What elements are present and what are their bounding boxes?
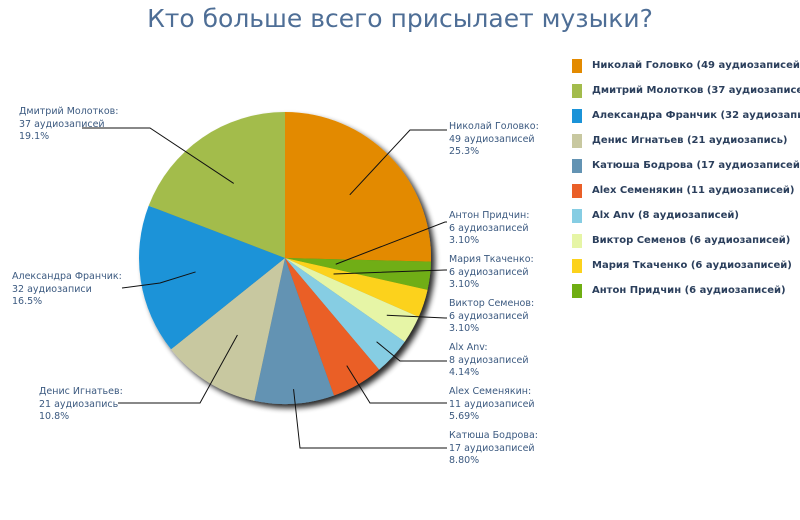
legend-swatch-icon [572,208,582,223]
legend-item[interactable]: Николай Головко (49 аудиозаписей) [572,53,800,78]
callout-alex-semenyakin: Alex Семенякин: 11 аудиозаписей 5.69% [449,386,535,422]
callout-dmitry-molotkov: Дмитрий Молотков: 37 аудиозаписей 19.1% [19,106,119,142]
legend-item[interactable]: Катюша Бодрова (17 аудиозаписей) [572,153,800,178]
leader-line [335,221,447,265]
leader-line [346,365,447,404]
legend-swatch-icon [572,83,582,98]
legend-swatch-icon [572,108,582,123]
legend-swatch-icon [572,283,582,298]
pie-slice[interactable] [285,258,431,290]
callout-denis-ignatyev: Денис Игнатьев: 21 аудиозапись 10.8% [39,386,123,422]
legend-item[interactable]: Alx Anv (8 аудиозаписей) [572,203,800,228]
callout-anton-pridchin: Антон Придчин: 6 аудиозаписей 3.10% [449,210,530,246]
legend-swatch-icon [572,158,582,173]
callout-katyusha-bodrova: Катюша Бодрова: 17 аудиозаписей 8.80% [449,430,538,466]
callout-aleksandra-franchik: Александра Франчик: 32 аудиозаписи 16.5% [12,271,122,307]
legend-swatch-icon [572,133,582,148]
legend-swatch-icon [572,258,582,273]
chart-title: Кто больше всего присылает музыки? [147,4,653,33]
pie-slice[interactable] [285,258,428,317]
leader-line [376,341,447,362]
leader-line [293,389,447,449]
legend-item[interactable]: Виктор Семенов (6 аудиозаписей) [572,228,800,253]
leader-line [333,269,447,275]
leader-line [82,127,234,184]
legend-item[interactable]: Alex Семенякин (11 аудиозаписей) [572,178,800,203]
legend-item[interactable]: Денис Игнатьев (21 аудиозапись) [572,128,800,153]
legend-item[interactable]: Александра Франчик (32 аудиозаписи) [572,103,800,128]
legend-swatch-icon [572,183,582,198]
pie-slice[interactable] [171,258,285,401]
pie-slice[interactable] [285,258,405,370]
callout-maria-tkachenko: Мария Ткаченко: 6 аудиозаписей 3.10% [449,254,534,290]
leader-line [349,129,447,196]
legend-item[interactable]: Мария Ткаченко (6 аудиозаписей) [572,253,800,278]
leader-lines [82,127,447,449]
pie-slices [138,112,431,405]
leader-line [386,314,447,319]
pie-slice[interactable] [254,258,334,405]
leader-line [121,271,196,289]
legend-item[interactable]: Дмитрий Молотков (37 аудиозаписей) [572,78,800,103]
pie-slice[interactable] [138,205,285,350]
pie-slice[interactable] [285,258,419,342]
pie-slice[interactable] [148,112,285,258]
chart-legend: Николай Головко (49 аудиозаписей) Дмитри… [572,53,800,303]
pie-slice[interactable] [285,112,431,262]
leader-line [118,334,238,404]
legend-item[interactable]: Антон Придчин (6 аудиозаписей) [572,278,800,303]
callout-alx-anv: Alx Anv: 8 аудиозаписей 4.14% [449,342,529,378]
legend-swatch-icon [572,233,582,248]
callout-nikolay-golovko: Николай Головко: 49 аудиозаписей 25.3% [449,121,539,157]
callout-viktor-semenov: Виктор Семенов: 6 аудиозаписей 3.10% [449,298,535,334]
legend-swatch-icon [572,58,582,73]
pie-slice[interactable] [285,258,380,396]
